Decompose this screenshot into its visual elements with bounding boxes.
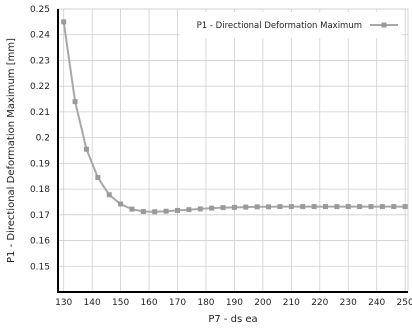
data-point: [83, 146, 89, 152]
grid: [58, 8, 408, 292]
x-tick-label: 230: [340, 298, 357, 308]
data-point: [106, 192, 112, 198]
data-point: [288, 204, 294, 210]
data-point: [72, 99, 78, 105]
x-tick-label: 180: [197, 298, 214, 308]
data-point: [357, 204, 363, 210]
x-tick-label: 250: [397, 298, 412, 308]
data-point: [243, 204, 249, 210]
x-axis-title: P7 - ds ea: [208, 314, 257, 325]
data-point: [254, 204, 260, 210]
data-point: [311, 204, 317, 210]
data-point: [209, 205, 215, 211]
tick-labels: 130 140 150 160 170 180 190 200 210 220 230 240 250 0…: [30, 5, 412, 308]
y-tick-label: 0.18: [30, 185, 50, 195]
data-point: [197, 206, 203, 212]
x-tick-label: 150: [112, 298, 129, 308]
y-tick-label: 0.19: [30, 159, 50, 169]
data-point: [391, 204, 397, 210]
x-tick-label: 170: [169, 298, 186, 308]
data-point: [95, 175, 101, 181]
y-axis-title: P1 - Directional Deformation Maximum [mm…: [6, 38, 17, 263]
data-point: [345, 204, 351, 210]
data-point: [334, 204, 340, 210]
data-point: [163, 208, 169, 214]
x-tick-label: 220: [311, 298, 328, 308]
legend: P1 - Directional Deformation Maximum: [180, 12, 402, 38]
plot-border: [57, 8, 409, 293]
data-point: [402, 204, 408, 210]
data-point: [175, 207, 181, 213]
x-tick-label: 210: [283, 298, 300, 308]
data-point: [231, 204, 237, 210]
data-point: [220, 205, 226, 211]
data-point: [140, 208, 146, 214]
data-point: [129, 206, 135, 212]
data-point: [266, 204, 272, 210]
x-tick-label: 160: [140, 298, 157, 308]
legend-label: P1 - Directional Deformation Maximum: [197, 21, 362, 31]
data-point: [368, 204, 374, 210]
x-tick-label: 190: [226, 298, 243, 308]
y-tick-label: 0.17: [30, 211, 50, 221]
legend-marker-sample: [381, 22, 387, 28]
y-tick-label: 0.22: [30, 82, 50, 92]
data-point: [322, 204, 328, 210]
series: [61, 19, 408, 215]
legend-box: [180, 12, 402, 38]
y-tick-label: 0.16: [30, 237, 50, 247]
data-point: [118, 201, 124, 207]
data-point: [186, 207, 192, 213]
data-point: [379, 204, 385, 210]
x-tick-label: 140: [84, 298, 101, 308]
data-point: [277, 204, 283, 210]
y-tick-label: 0.24: [30, 31, 50, 41]
data-point: [152, 209, 158, 215]
y-tick-label: 0.21: [30, 108, 50, 118]
x-tick-label: 200: [254, 298, 271, 308]
axes: [57, 8, 409, 293]
data-point: [61, 19, 67, 25]
x-tick-label: 240: [368, 298, 385, 308]
data-point: [300, 204, 306, 210]
y-tick-label: 0.15: [30, 262, 50, 272]
x-tick-label: 130: [55, 298, 72, 308]
y-tick-label: 0.23: [30, 56, 50, 66]
y-tick-label: 0.2: [36, 134, 50, 144]
y-tick-label: 0.25: [30, 5, 50, 15]
